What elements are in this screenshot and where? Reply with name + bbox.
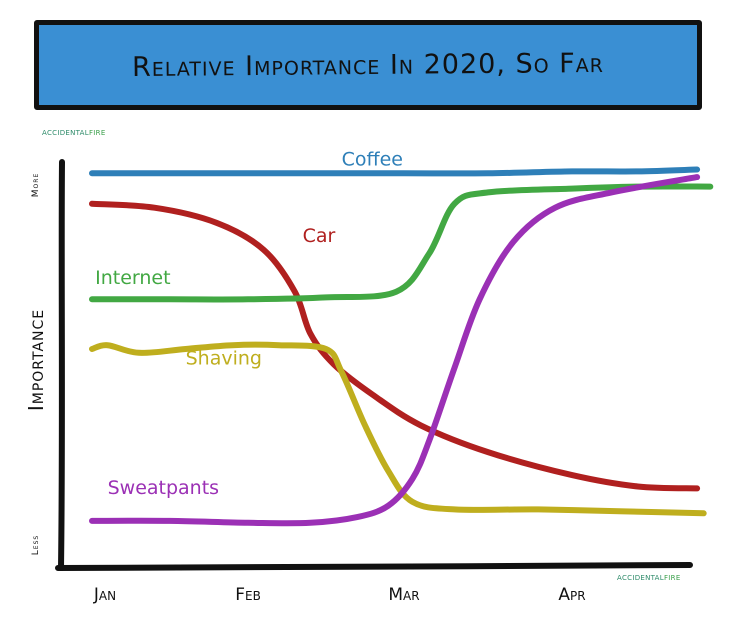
x-tick-label-jan: Jan — [93, 585, 116, 605]
series-line-car — [89, 200, 701, 492]
credit-name-part1: ACCIDENTAL — [42, 129, 89, 137]
credit-name-part2: FIRE — [663, 574, 681, 582]
y-axis — [58, 159, 65, 571]
series-line-coffee — [89, 166, 701, 177]
axes — [55, 159, 693, 571]
series-line-sweatpants — [89, 174, 701, 527]
series-label-shaving: Shaving — [186, 347, 262, 369]
credit-top: ACCIDENTALFIRE — [42, 129, 106, 137]
x-tick-label-apr: Apr — [558, 585, 585, 605]
title-banner: Relative Importance In 2020, So Far — [34, 20, 702, 110]
credit-name-part1: ACCIDENTAL — [617, 574, 664, 582]
series-label-coffee: Coffee — [342, 149, 403, 171]
series-label-car: Car — [303, 225, 336, 247]
series-line-shaving — [89, 341, 707, 517]
series-line-internet — [89, 183, 714, 303]
series-label-internet: Internet — [95, 267, 170, 289]
x-tick-label-feb: Feb — [235, 585, 261, 605]
x-tick-labels: Jan Feb Mar Apr — [93, 585, 586, 605]
credit-bottom: ACCIDENTALFIRE — [617, 574, 681, 582]
y-axis-top-label: More — [31, 173, 41, 197]
y-axis-bottom-label: Less — [31, 535, 41, 555]
credit-name-part2: FIRE — [88, 129, 106, 137]
series-label-sweatpants: Sweatpants — [108, 477, 219, 499]
series-lines — [89, 166, 714, 527]
series-labels: Coffee Car Internet Shaving Sweatpants — [95, 149, 403, 500]
x-axis — [55, 562, 693, 571]
y-axis-title: Importance — [24, 309, 48, 411]
x-tick-label-mar: Mar — [388, 585, 419, 605]
